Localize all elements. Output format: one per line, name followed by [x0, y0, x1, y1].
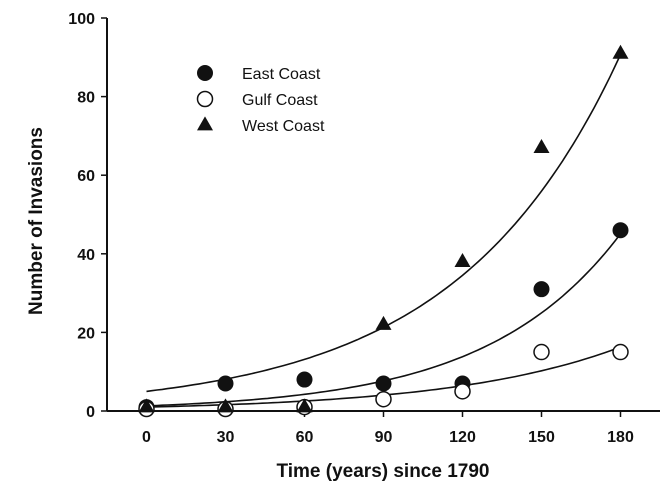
data-point	[138, 398, 155, 413]
data-point	[375, 315, 392, 330]
data-point	[217, 398, 234, 413]
x-axis-ticks: 0 30 60 90 120 150 180	[142, 411, 634, 446]
x-tick-label: 60	[296, 429, 314, 446]
x-axis-label: Time (years) since 1790	[276, 461, 489, 482]
data-point	[375, 375, 392, 392]
data-point	[612, 222, 629, 239]
legend: East Coast Gulf Coast West Coast	[196, 65, 325, 135]
legend-label: Gulf Coast	[242, 92, 318, 109]
y-tick-label: 60	[77, 168, 95, 185]
data-point	[612, 44, 629, 59]
data-point	[217, 375, 234, 392]
data-point	[454, 252, 471, 267]
x-tick-label: 120	[449, 429, 476, 446]
legend-label: West Coast	[242, 118, 325, 135]
data-point	[375, 390, 392, 408]
x-tick-label: 150	[528, 429, 555, 446]
y-axis-ticks: 0 20 40 60 80 100	[68, 11, 107, 421]
data-point	[533, 343, 550, 361]
data-points	[138, 44, 629, 418]
y-axis-label: Number of Invasions	[26, 127, 47, 315]
legend-marker	[196, 90, 214, 108]
y-tick-label: 0	[86, 404, 95, 421]
data-point	[454, 383, 471, 400]
y-tick-label: 80	[77, 90, 95, 107]
y-tick-label: 100	[68, 11, 95, 28]
legend-label: East Coast	[242, 66, 321, 83]
y-tick-label: 40	[77, 247, 95, 264]
legend-marker	[197, 116, 213, 131]
fit-curve	[146, 54, 622, 393]
x-tick-label: 90	[375, 429, 393, 446]
x-tick-label: 0	[142, 429, 151, 446]
data-point	[533, 281, 550, 298]
data-point	[612, 343, 629, 361]
data-point	[296, 398, 313, 413]
data-point	[533, 139, 550, 154]
y-tick-label: 20	[77, 325, 95, 342]
x-tick-label: 30	[217, 429, 235, 446]
plot-area: 0 20 40 60 80 100 0 30 60 90 120 150 180	[68, 11, 660, 446]
x-tick-label: 180	[607, 429, 634, 446]
data-point	[296, 371, 313, 388]
legend-marker	[197, 65, 213, 81]
